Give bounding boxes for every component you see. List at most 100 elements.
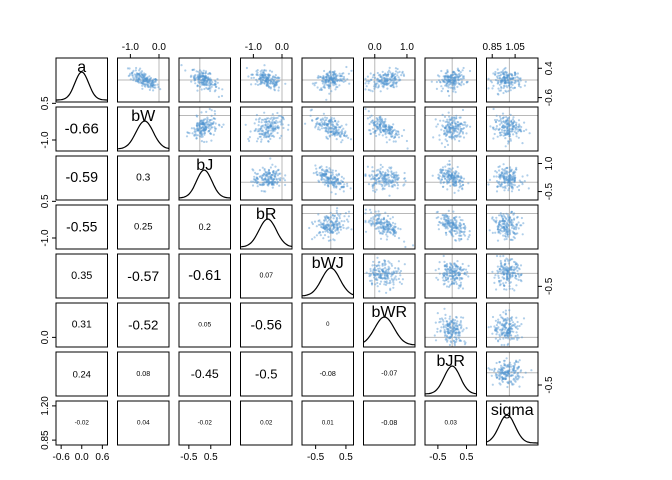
scatter-point (264, 131, 267, 134)
scatter-point (325, 135, 328, 138)
scatter-point (446, 221, 449, 224)
scatter-point (453, 191, 456, 194)
scatter-point (512, 87, 515, 90)
scatter-point (443, 76, 447, 79)
scatter-point (515, 132, 518, 135)
scatter-point (272, 181, 275, 184)
scatter-point (460, 184, 463, 188)
scatter-point (502, 86, 505, 89)
scatter-point (513, 268, 516, 271)
scatter-point (391, 172, 394, 175)
scatter-point (441, 185, 445, 188)
scatter-point (188, 132, 191, 135)
scatter-point (196, 76, 199, 79)
scatter-point (198, 69, 202, 72)
scatter-point (505, 167, 508, 170)
scatter-point (369, 269, 372, 273)
scatter-point (200, 70, 203, 73)
scatter-point (453, 79, 456, 82)
scatter-point (313, 220, 317, 223)
scatter-point (202, 75, 205, 78)
scatter-point (505, 217, 508, 221)
scatter-point (203, 129, 206, 132)
scatter-point (397, 133, 400, 136)
scatter-point (272, 126, 275, 129)
scatter-point (501, 72, 504, 75)
scatter-point (382, 123, 385, 126)
scatter-point (270, 121, 274, 124)
scatter-point (348, 82, 351, 85)
scatter-point (327, 84, 330, 87)
correlation-label: 0 (326, 322, 330, 328)
scatter-point (267, 126, 270, 129)
scatter-point (500, 85, 503, 88)
scatter-point (270, 129, 273, 132)
scatter-point (453, 81, 456, 84)
scatter-point (267, 126, 270, 129)
scatter-point (397, 267, 400, 270)
scatter-point (516, 378, 519, 381)
scatter-point (375, 213, 378, 216)
scatter-point (503, 129, 506, 132)
scatter-point (322, 112, 325, 115)
scatter-point (446, 70, 449, 73)
scatter-point (209, 83, 212, 87)
scatter-point (342, 224, 345, 227)
scatter-point (327, 177, 330, 180)
scatter-point (332, 231, 335, 234)
scatter-point (327, 74, 330, 77)
scatter-point (336, 220, 339, 223)
variable-label-bW: bW (131, 108, 156, 125)
scatter-point (494, 73, 497, 76)
scatter-point (272, 79, 275, 82)
scatter-point (512, 121, 515, 124)
scatter-point (130, 72, 134, 75)
scatter-point (381, 120, 384, 123)
scatter-point (503, 376, 506, 379)
scatter-point (191, 68, 194, 71)
scatter-point (385, 83, 388, 86)
scatter-point (375, 180, 378, 183)
scatter-point (141, 76, 144, 80)
scatter-point (501, 168, 504, 171)
scatter-point (212, 117, 216, 120)
scatter-point (505, 76, 508, 79)
scatter-point (388, 128, 391, 132)
scatter-point (406, 147, 409, 150)
scatter-point (515, 223, 519, 226)
scatter-point (447, 181, 450, 184)
scatter-point (267, 169, 271, 172)
scatter-point (456, 67, 459, 70)
scatter-point (266, 77, 269, 80)
scatter-point (504, 281, 507, 284)
scatter-point (381, 82, 385, 85)
scatter-point (274, 84, 277, 87)
scatter-point (378, 127, 381, 130)
scatter-point (272, 81, 275, 84)
scatter-point (198, 131, 201, 134)
scatter-point (448, 136, 451, 139)
scatter-point (511, 272, 514, 275)
scatter-point (135, 72, 138, 75)
scatter-point (381, 165, 384, 169)
scatter-point (272, 170, 275, 173)
scatter-point (506, 184, 509, 187)
scatter-point (453, 120, 456, 123)
scatter-point (263, 120, 266, 123)
scatter-point (334, 183, 337, 186)
scatter-point (499, 375, 502, 379)
scatter-point (385, 128, 388, 131)
scatter-point (260, 76, 263, 79)
scatter-point (267, 117, 270, 120)
scatter-point (390, 166, 393, 169)
scatter-point (206, 80, 209, 83)
scatter-point (445, 82, 449, 85)
scatter-point (460, 324, 463, 327)
scatter-point (466, 80, 469, 83)
scatter-point (390, 172, 394, 175)
axis-tick-label: -1.0 (122, 42, 140, 53)
scatter-point (441, 78, 444, 81)
scatter-point (460, 127, 463, 131)
scatter-point (326, 123, 329, 126)
scatter-point (523, 84, 527, 87)
